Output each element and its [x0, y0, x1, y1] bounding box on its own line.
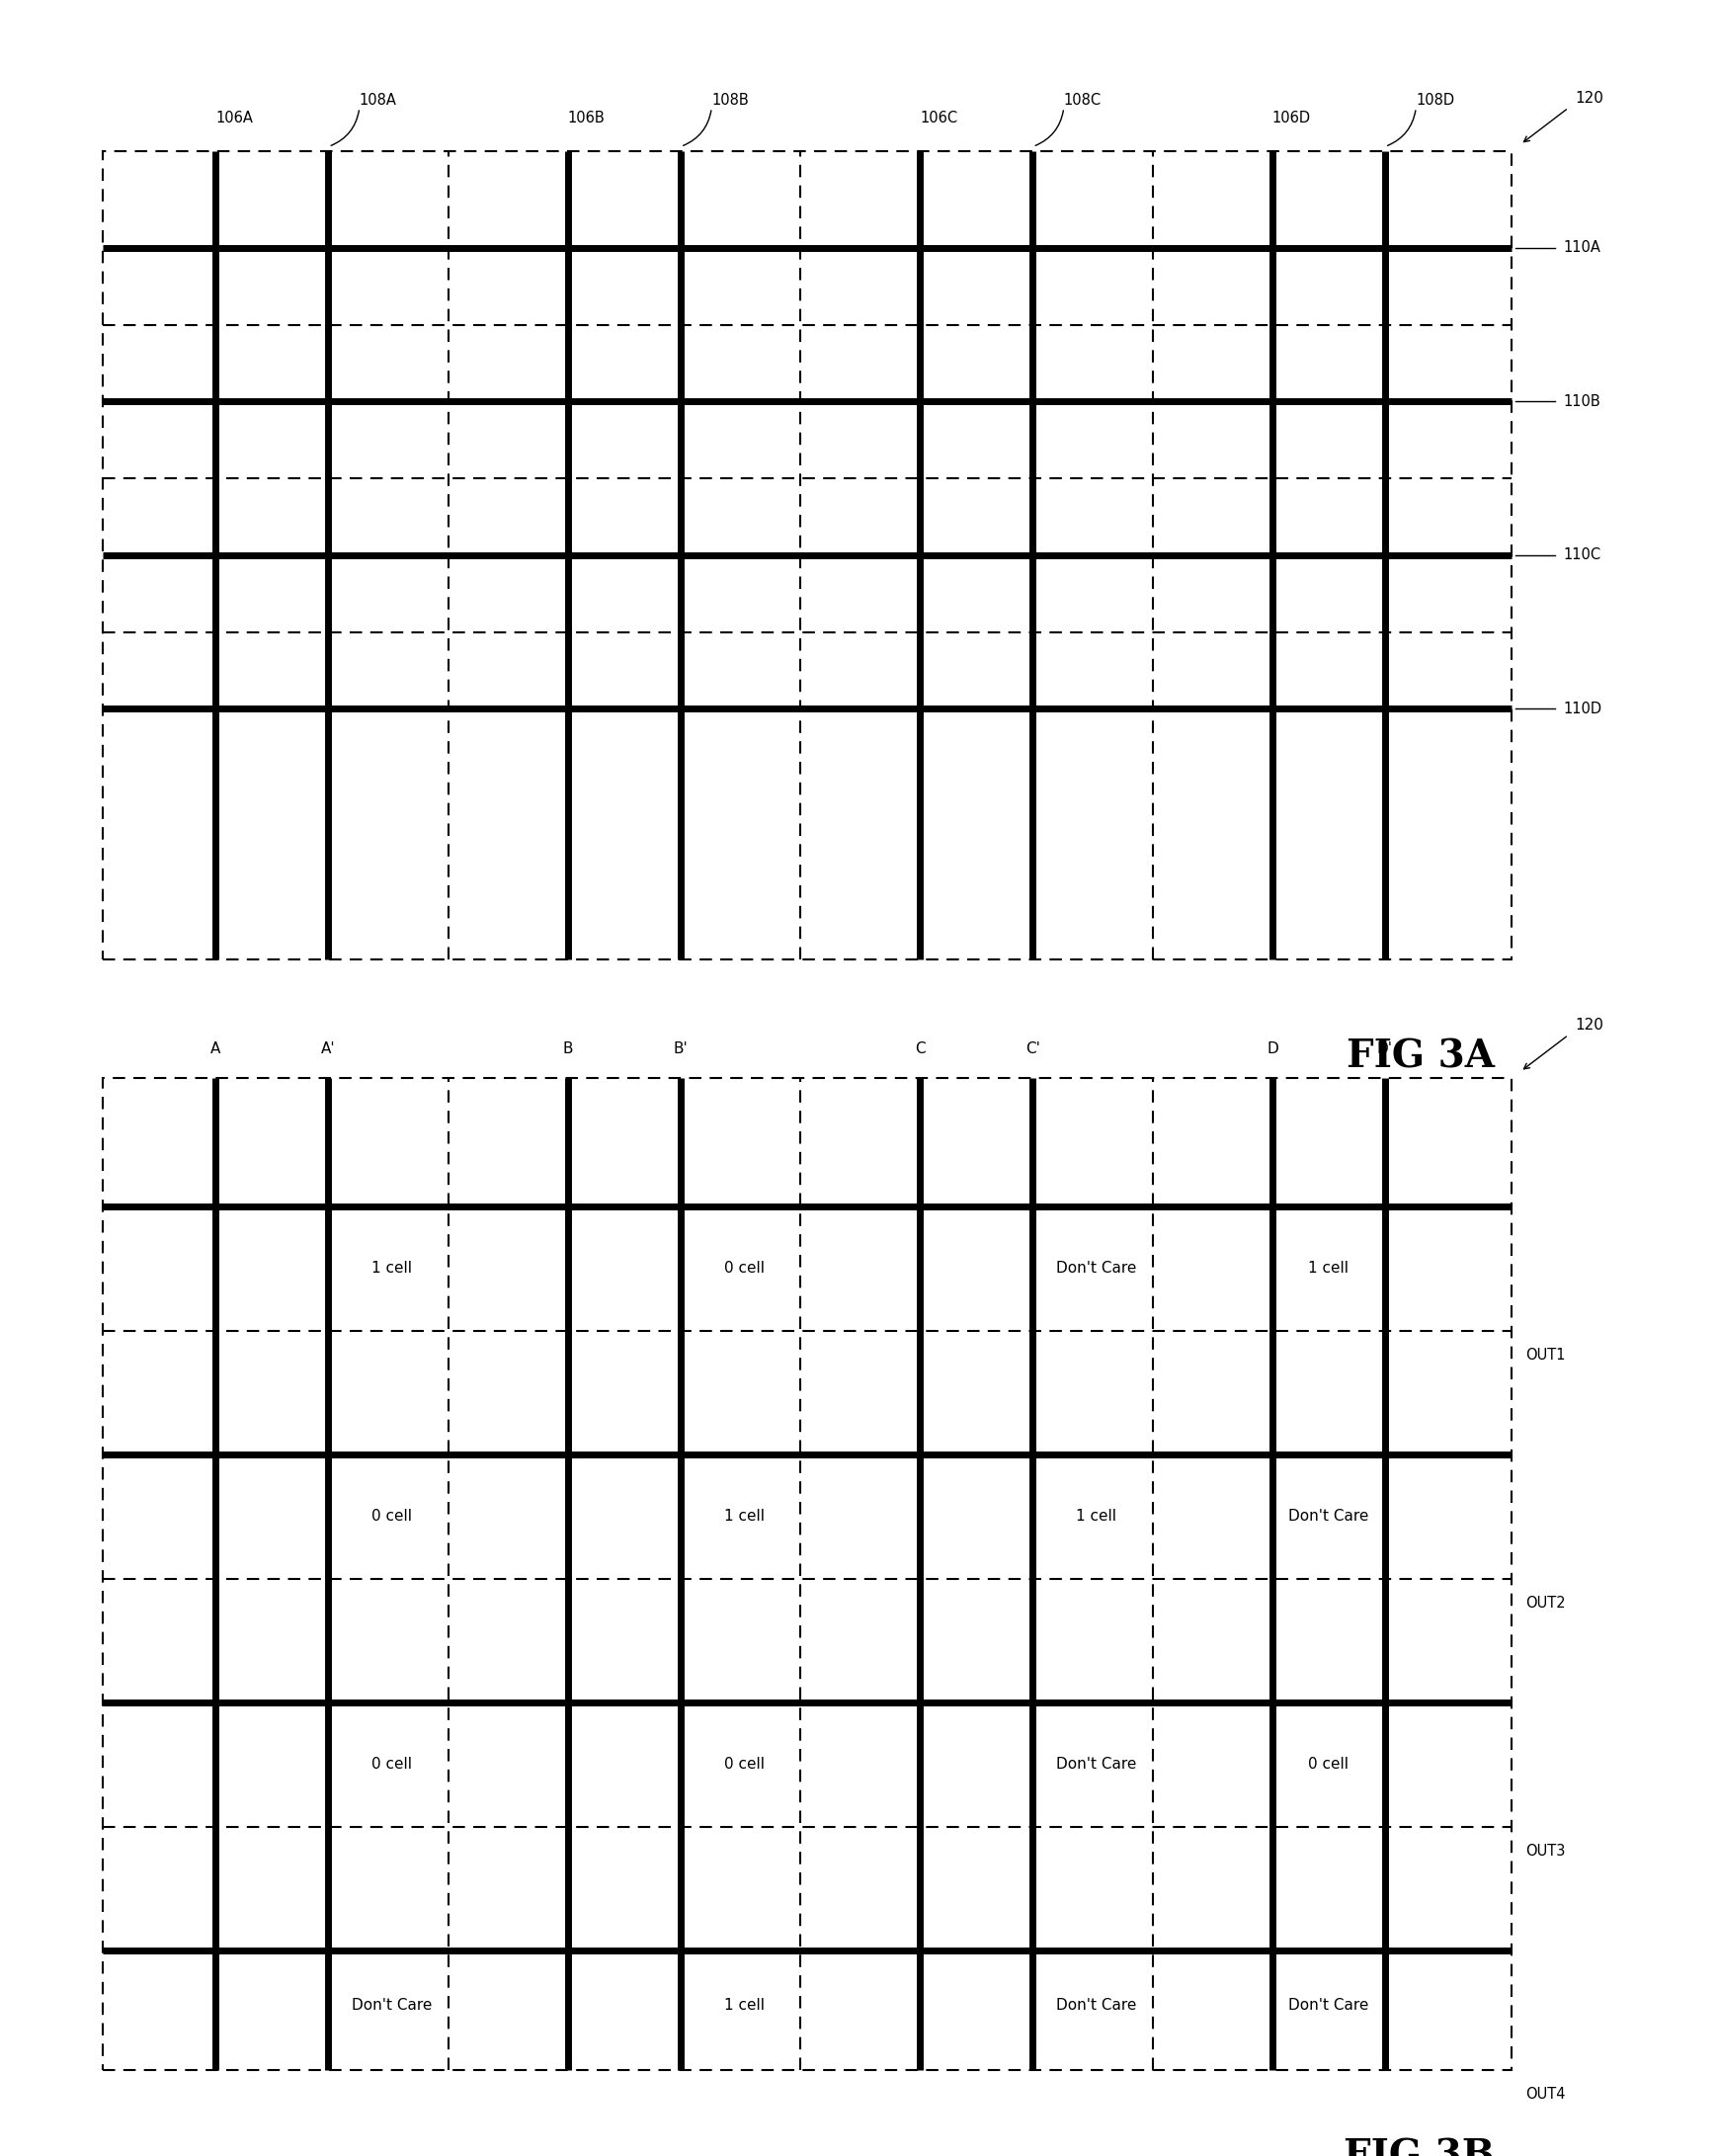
Text: 106D: 106D	[1273, 110, 1311, 125]
Text: Don't Care: Don't Care	[1057, 1757, 1136, 1772]
Text: 0 cell: 0 cell	[371, 1509, 412, 1524]
Text: 1 cell: 1 cell	[723, 1509, 765, 1524]
Text: 106C: 106C	[921, 110, 959, 125]
Text: 110B: 110B	[1563, 395, 1601, 410]
Text: Don't Care: Don't Care	[1288, 1999, 1369, 2014]
Text: 110D: 110D	[1563, 701, 1601, 716]
Text: 1 cell: 1 cell	[371, 1261, 412, 1276]
Text: A': A'	[321, 1041, 335, 1056]
Text: Don't Care: Don't Care	[1057, 1999, 1136, 2014]
Text: OUT3: OUT3	[1526, 1843, 1565, 1858]
Text: C': C'	[1026, 1041, 1039, 1056]
Text: D': D'	[1378, 1041, 1393, 1056]
Text: 110C: 110C	[1563, 548, 1601, 563]
Text: Don't Care: Don't Care	[1288, 1509, 1369, 1524]
Text: 106B: 106B	[569, 110, 605, 125]
Text: 108C: 108C	[1063, 93, 1101, 108]
Text: 1 cell: 1 cell	[1075, 1509, 1117, 1524]
Text: 1 cell: 1 cell	[723, 1999, 765, 2014]
Text: 0 cell: 0 cell	[371, 1757, 412, 1772]
Text: Don't Care: Don't Care	[1057, 1261, 1136, 1276]
Text: 120: 120	[1575, 1018, 1605, 1033]
Text: C: C	[916, 1041, 926, 1056]
Text: FIG 3B: FIG 3B	[1343, 2137, 1495, 2156]
Text: FIG 3A: FIG 3A	[1347, 1037, 1495, 1076]
Text: Don't Care: Don't Care	[352, 1999, 431, 2014]
Text: A: A	[211, 1041, 222, 1056]
Text: 108D: 108D	[1416, 93, 1455, 108]
Text: B': B'	[673, 1041, 687, 1056]
Text: OUT1: OUT1	[1526, 1348, 1565, 1363]
Text: 108A: 108A	[359, 93, 397, 108]
Text: 0 cell: 0 cell	[1309, 1757, 1349, 1772]
Text: 108B: 108B	[711, 93, 749, 108]
Text: 106A: 106A	[216, 110, 253, 125]
Text: OUT2: OUT2	[1526, 1595, 1565, 1611]
Text: B: B	[564, 1041, 574, 1056]
Text: 1 cell: 1 cell	[1309, 1261, 1349, 1276]
Text: D: D	[1266, 1041, 1278, 1056]
Text: 0 cell: 0 cell	[723, 1757, 765, 1772]
Text: OUT4: OUT4	[1526, 2087, 1565, 2102]
Text: 0 cell: 0 cell	[723, 1261, 765, 1276]
Text: 110A: 110A	[1563, 241, 1601, 254]
Text: 120: 120	[1575, 91, 1605, 106]
